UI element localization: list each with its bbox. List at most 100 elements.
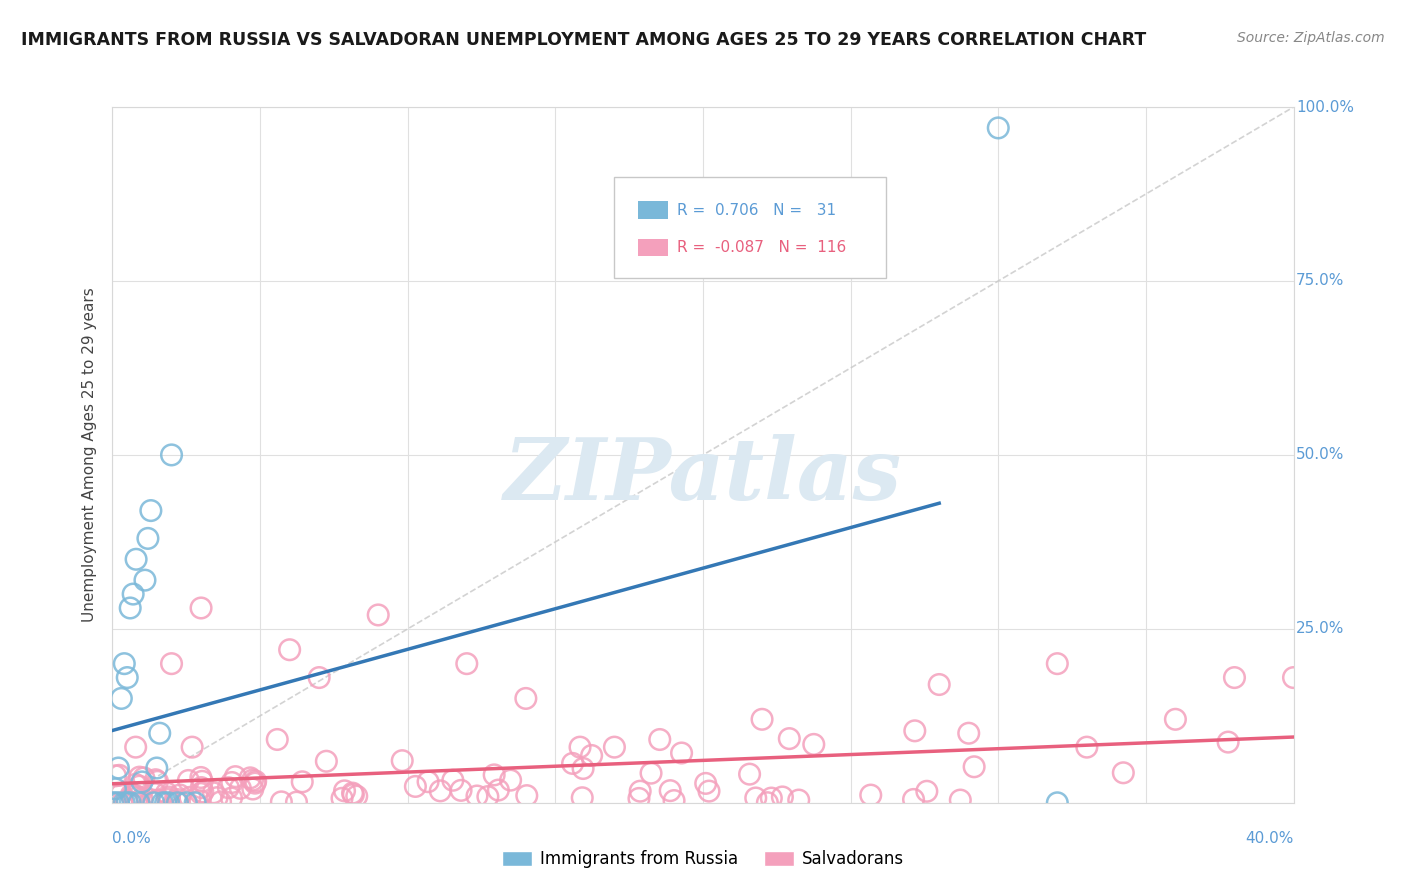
Point xyxy=(117,796,138,810)
Point xyxy=(330,791,353,805)
Text: R =  0.706   N =   31: R = 0.706 N = 31 xyxy=(678,202,837,218)
Point xyxy=(160,657,183,671)
Point xyxy=(181,740,204,755)
Point xyxy=(404,780,426,794)
Point xyxy=(205,790,228,805)
Point xyxy=(177,773,200,788)
Point xyxy=(515,691,537,706)
Point xyxy=(174,796,197,810)
Text: 0.0%: 0.0% xyxy=(112,830,152,846)
Point xyxy=(450,783,472,797)
Point xyxy=(145,772,167,787)
Point xyxy=(569,740,592,755)
Text: ZIPatlas: ZIPatlas xyxy=(503,434,903,517)
Point xyxy=(139,503,162,517)
Point xyxy=(778,731,800,746)
Point xyxy=(128,779,150,793)
Point xyxy=(184,796,207,810)
Point xyxy=(104,781,127,796)
Point xyxy=(120,788,142,802)
Point xyxy=(987,120,1010,135)
Point xyxy=(107,761,129,775)
Point xyxy=(104,796,127,810)
Point xyxy=(131,792,153,806)
Point xyxy=(342,788,364,802)
Point xyxy=(142,796,165,810)
Point xyxy=(169,788,191,802)
Point xyxy=(160,448,183,462)
Point xyxy=(108,768,131,782)
Point xyxy=(166,792,188,806)
Point xyxy=(1282,671,1305,685)
Point xyxy=(695,776,717,790)
Point xyxy=(229,781,252,796)
Point xyxy=(1046,796,1069,810)
Point xyxy=(145,787,167,801)
Point xyxy=(110,787,132,801)
Point xyxy=(346,789,368,804)
Point xyxy=(127,790,149,805)
Point xyxy=(190,771,212,785)
Bar xyxy=(638,239,668,256)
Point xyxy=(572,762,595,776)
Point xyxy=(165,795,187,809)
Point xyxy=(278,642,301,657)
Point xyxy=(104,769,127,783)
Point xyxy=(761,791,783,805)
Point xyxy=(221,775,243,789)
Point xyxy=(166,796,188,810)
Point xyxy=(770,789,793,804)
Point xyxy=(486,783,509,797)
Point xyxy=(499,773,522,788)
Point xyxy=(128,796,150,810)
Point xyxy=(745,791,768,805)
Point xyxy=(628,784,651,798)
Point xyxy=(429,784,451,798)
Point xyxy=(224,770,246,784)
Point xyxy=(659,783,682,797)
Point xyxy=(456,657,478,671)
Point xyxy=(859,788,882,802)
Text: Source: ZipAtlas.com: Source: ZipAtlas.com xyxy=(1237,31,1385,45)
Point xyxy=(125,552,148,566)
Point xyxy=(217,780,239,795)
Point xyxy=(581,748,603,763)
Point xyxy=(239,771,262,785)
Point xyxy=(157,796,180,810)
Point xyxy=(112,796,135,810)
Point xyxy=(148,794,170,808)
Point xyxy=(155,786,177,800)
Point xyxy=(671,746,693,760)
Point xyxy=(110,691,132,706)
Point xyxy=(648,732,671,747)
Point xyxy=(190,601,212,615)
Point xyxy=(640,766,662,780)
Point xyxy=(416,774,439,789)
Text: 75.0%: 75.0% xyxy=(1296,274,1344,288)
Point xyxy=(191,774,214,789)
Point xyxy=(751,712,773,726)
Point xyxy=(803,738,825,752)
Point xyxy=(124,777,146,791)
Point xyxy=(915,784,938,798)
Point xyxy=(124,789,146,803)
Point xyxy=(949,793,972,807)
Point xyxy=(1046,657,1069,671)
Point xyxy=(191,785,214,799)
Point xyxy=(157,790,180,805)
Point xyxy=(291,774,314,789)
Point xyxy=(101,796,124,810)
Point xyxy=(738,767,761,781)
Point xyxy=(242,782,264,797)
Point xyxy=(245,774,267,789)
Point xyxy=(242,773,264,788)
Point xyxy=(155,796,177,810)
Point xyxy=(266,732,288,747)
Point xyxy=(315,754,337,768)
Point xyxy=(1164,712,1187,726)
Point xyxy=(117,671,138,685)
Point xyxy=(120,796,142,810)
Point xyxy=(128,770,150,784)
Point xyxy=(136,532,159,546)
Point xyxy=(221,791,243,805)
